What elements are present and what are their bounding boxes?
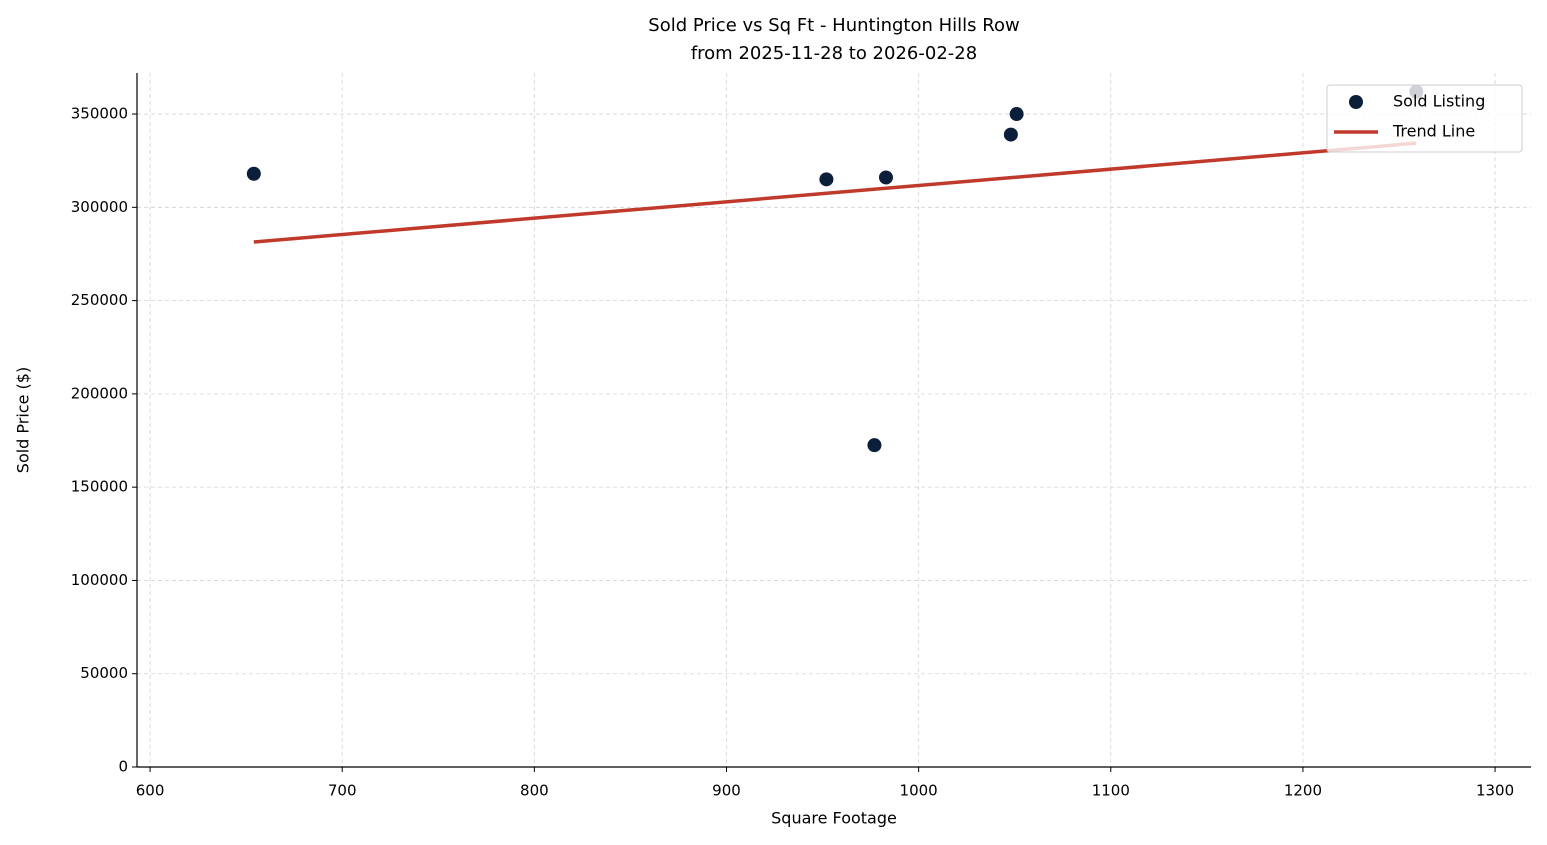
chart-title: Sold Price vs Sq Ft - Huntington Hills R… <box>648 15 1019 36</box>
legend: Sold Listing Trend Line <box>1326 84 1523 153</box>
y-tick-label: 100000 <box>71 571 128 589</box>
y-axis-label: Sold Price ($) <box>14 367 33 473</box>
y-tick-label: 150000 <box>71 478 128 496</box>
x-tick-label: 700 <box>328 782 357 800</box>
data-point <box>1009 107 1024 122</box>
chart-subtitle: from 2025-11-28 to 2026-02-28 <box>691 43 977 64</box>
data-point <box>1003 127 1018 142</box>
x-tick-label: 1000 <box>900 782 938 800</box>
data-point <box>819 172 834 187</box>
legend-label: Sold Listing <box>1393 92 1485 111</box>
y-tick-label: 200000 <box>71 384 128 402</box>
x-tick-label: 800 <box>520 782 549 800</box>
data-point <box>867 438 882 453</box>
legend-label: Trend Line <box>1392 122 1475 141</box>
data-point <box>246 166 261 181</box>
x-tick-label: 1100 <box>1092 782 1130 800</box>
y-tick-label: 50000 <box>80 664 128 682</box>
legend-marker <box>1349 95 1363 109</box>
legend-box <box>1326 84 1523 153</box>
x-tick-label: 1200 <box>1284 782 1322 800</box>
x-tick-label: 600 <box>136 782 165 800</box>
y-tick-label: 250000 <box>71 291 128 309</box>
x-tick-label: 900 <box>712 782 741 800</box>
y-tick-label: 300000 <box>71 198 128 216</box>
x-axis-label: Square Footage <box>771 809 897 828</box>
x-tick-label: 1300 <box>1476 782 1514 800</box>
y-tick-label: 350000 <box>71 105 128 123</box>
data-point <box>878 170 893 185</box>
trend-line <box>253 141 1417 244</box>
y-tick-label: 0 <box>118 758 128 776</box>
